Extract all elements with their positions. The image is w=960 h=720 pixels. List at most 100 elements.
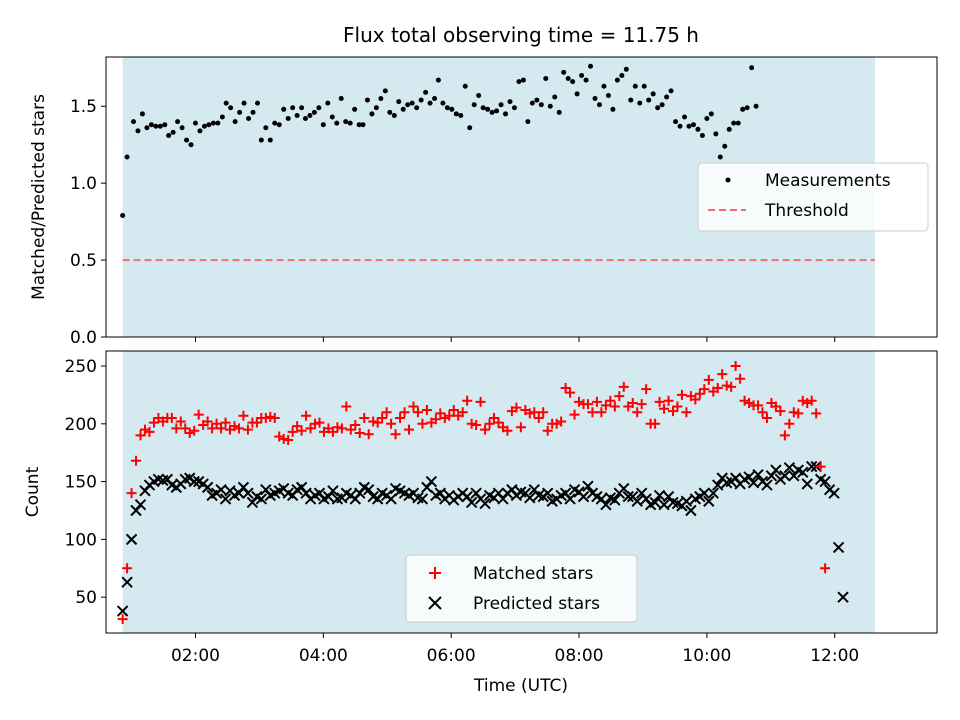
measurement-point — [637, 100, 643, 106]
measurement-point — [435, 77, 441, 83]
legend-measurements-marker — [725, 177, 731, 183]
matched-star-point — [560, 382, 571, 393]
predicted-star-point — [698, 487, 711, 499]
matched-star-point — [448, 404, 459, 415]
matched-star-point — [202, 416, 213, 427]
matched-star-point — [390, 429, 401, 440]
matched-star-point — [493, 417, 504, 428]
matched-star-point — [627, 398, 638, 409]
predicted-star-point — [188, 475, 200, 488]
measurement-point — [184, 137, 190, 143]
matched-star-point — [412, 407, 423, 418]
predicted-stars-points — [116, 460, 849, 617]
measurement-point — [543, 76, 549, 82]
measurement-point — [364, 97, 370, 103]
matched-star-point — [770, 401, 781, 412]
matched-star-point — [354, 428, 365, 439]
measurement-point — [744, 105, 750, 111]
x-tick-label: 08:00 — [555, 646, 604, 666]
predicted-star-point — [801, 478, 813, 490]
ratio-legend-box — [697, 162, 929, 232]
measurement-point — [338, 96, 344, 102]
matched-star-point — [779, 430, 790, 441]
matched-star-point — [650, 418, 661, 429]
measurement-point — [201, 123, 207, 129]
measurement-point — [130, 119, 136, 125]
matched-star-point — [565, 387, 576, 398]
measurement-point — [299, 105, 305, 111]
measurement-point — [135, 128, 141, 134]
measurement-point — [650, 91, 656, 97]
matched-star-point — [305, 423, 316, 434]
measurement-point — [343, 119, 349, 125]
measurement-point — [148, 122, 154, 128]
measurement-point — [179, 125, 185, 131]
matched-star-point — [614, 391, 625, 402]
measurement-point — [556, 109, 562, 115]
predicted-star-point — [125, 533, 138, 546]
matched-star-point — [403, 424, 414, 435]
measurement-point — [320, 122, 326, 128]
measurement-point — [405, 102, 411, 108]
matched-star-point — [533, 413, 544, 424]
predicted-star-point — [542, 487, 554, 499]
matched-star-point — [524, 408, 535, 419]
measurement-point — [525, 119, 531, 125]
matched-star-point — [296, 425, 307, 436]
predicted-star-point — [761, 479, 773, 491]
y-tick-label: 100 — [65, 530, 97, 550]
predicted-star-point — [649, 496, 661, 509]
measurement-point — [175, 119, 181, 125]
measurement-point — [601, 83, 607, 89]
measurement-point — [427, 100, 433, 106]
measurement-point — [467, 125, 473, 131]
measurement-point — [579, 72, 585, 78]
measurement-point — [453, 111, 459, 117]
matched-star-point — [641, 384, 652, 395]
matched-star-point — [793, 408, 804, 419]
predicted-star-point — [832, 541, 845, 554]
predicted-star-point — [327, 485, 339, 497]
legend-predicted-label: Predicted stars — [473, 594, 600, 614]
matched-star-point — [408, 401, 419, 412]
predicted-star-point — [752, 468, 764, 481]
matched-star-point — [381, 407, 392, 418]
predicted-star-point — [712, 479, 724, 491]
matched-star-point — [744, 398, 755, 409]
matched-star-point — [582, 399, 593, 410]
predicted-star-point — [219, 493, 232, 505]
matched-star-point — [430, 414, 441, 425]
y-tick-label: 0.0 — [70, 328, 97, 348]
measurement-point — [489, 109, 495, 115]
predicted-star-point — [524, 492, 536, 504]
measurement-point — [596, 102, 602, 108]
matched-star-point — [636, 399, 647, 410]
predicted-star-point — [618, 482, 630, 495]
matched-star-point — [310, 418, 321, 429]
predicted-star-point — [707, 487, 719, 499]
predicted-star-point — [582, 480, 594, 492]
matched-star-point — [676, 389, 687, 400]
measurement-point — [325, 100, 331, 106]
matched-star-point — [667, 406, 678, 417]
legend-matched-label: Matched stars — [473, 564, 593, 584]
measurement-point — [740, 106, 746, 112]
measurement-point — [387, 109, 393, 115]
y-tick-label: 1.5 — [70, 97, 97, 117]
ratio-legend: Measurements Threshold — [697, 162, 929, 232]
matched-star-point — [632, 407, 643, 418]
matched-star-point — [489, 413, 500, 424]
measurement-point — [722, 143, 728, 149]
measurement-point — [749, 65, 755, 71]
matched-star-point — [600, 400, 611, 411]
matched-star-point — [233, 423, 244, 434]
legend-threshold-label: Threshold — [764, 201, 849, 221]
matched-star-point — [444, 410, 455, 421]
measurement-point — [290, 105, 296, 111]
measurement-point — [614, 77, 620, 83]
measurement-point — [686, 123, 692, 129]
measurement-point — [400, 106, 406, 112]
matched-star-point — [735, 373, 746, 384]
matched-star-point — [609, 401, 620, 412]
matched-star-point — [605, 395, 616, 406]
